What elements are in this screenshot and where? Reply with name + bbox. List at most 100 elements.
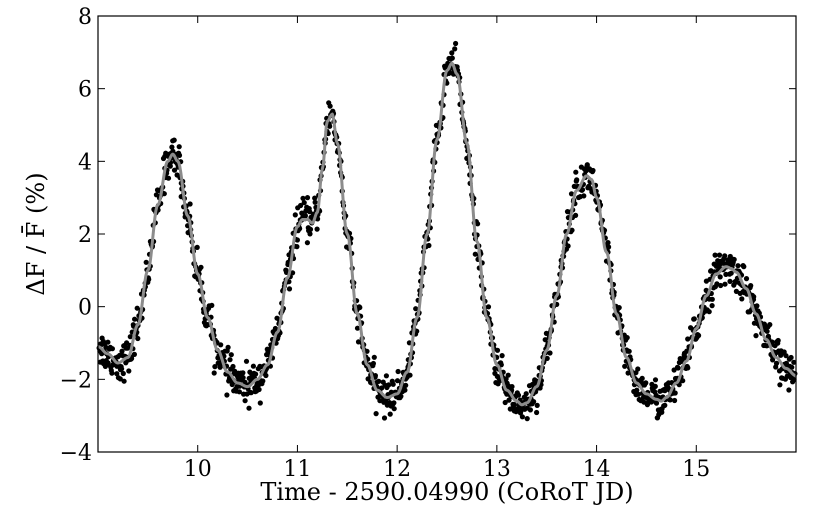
data-point <box>542 337 548 343</box>
data-point <box>453 40 459 47</box>
data-point <box>506 397 512 403</box>
data-point <box>228 352 234 358</box>
data-point <box>748 283 754 289</box>
data-point <box>246 405 252 411</box>
data-point <box>634 387 640 393</box>
model-curve <box>97 61 797 407</box>
data-point <box>327 103 333 109</box>
data-point <box>109 370 115 376</box>
data-point <box>355 339 362 345</box>
data-point <box>783 353 789 359</box>
data-point <box>764 328 770 334</box>
data-point <box>590 167 596 174</box>
data-point <box>523 391 529 397</box>
data-point <box>735 263 741 269</box>
data-point <box>304 195 311 201</box>
data-point <box>176 144 182 150</box>
data-point <box>635 366 641 372</box>
data-point <box>527 407 534 413</box>
data-point <box>170 148 176 154</box>
x-tick-label: 11 <box>283 457 311 482</box>
data-point <box>250 363 256 369</box>
data-point <box>519 414 526 420</box>
data-point <box>391 400 397 406</box>
data-point <box>652 383 658 389</box>
y-tick-label: 6 <box>78 78 92 103</box>
data-point <box>391 406 397 412</box>
data-point <box>773 360 780 366</box>
x-tick-label: 13 <box>483 457 511 482</box>
y-tick-label: 0 <box>78 296 92 321</box>
data-point <box>754 303 760 309</box>
data-point <box>256 386 262 393</box>
data-point <box>494 347 501 353</box>
data-point <box>119 366 125 372</box>
data-point <box>117 376 123 382</box>
data-point <box>568 191 575 197</box>
data-point <box>573 169 579 175</box>
data-point <box>565 243 571 249</box>
data-point <box>387 411 393 417</box>
x-axis-label: Time - 2590.04990 (CoRoT JD) <box>260 478 633 506</box>
y-tick-label: −2 <box>60 368 92 393</box>
data-point <box>230 363 236 370</box>
data-point <box>327 123 333 129</box>
data-point <box>171 137 177 143</box>
y-tick-label: 2 <box>78 223 92 248</box>
data-point <box>176 152 183 158</box>
data-point <box>635 391 642 397</box>
data-point <box>386 382 392 388</box>
data-point <box>390 381 396 387</box>
data-point <box>260 378 266 384</box>
data-point <box>751 294 757 300</box>
data-point <box>662 402 668 408</box>
data-point <box>298 202 304 209</box>
data-point <box>786 387 792 393</box>
data-point <box>236 389 242 395</box>
data-point <box>569 227 575 233</box>
data-point <box>165 175 172 181</box>
axis-ticks: 10 11 12 13 14 15 −4 −2 0 2 4 6 8 <box>60 5 796 482</box>
data-point <box>626 348 632 354</box>
data-point <box>499 353 505 359</box>
data-point <box>127 334 133 340</box>
data-point <box>472 251 478 257</box>
data-point <box>212 364 218 370</box>
data-point <box>312 199 318 205</box>
data-point <box>777 382 783 388</box>
data-point <box>187 201 193 207</box>
data-point <box>371 354 377 360</box>
data-point <box>407 372 413 378</box>
data-point <box>716 252 723 258</box>
data-point <box>643 380 649 386</box>
data-point <box>622 363 628 369</box>
data-point <box>783 360 790 366</box>
photometry-points <box>96 40 798 422</box>
data-point <box>381 415 388 421</box>
data-point <box>263 372 269 379</box>
data-point <box>685 365 691 371</box>
data-point <box>515 392 522 398</box>
data-point <box>290 270 296 276</box>
data-point <box>146 276 152 282</box>
data-point <box>639 375 645 381</box>
data-point <box>544 355 550 361</box>
data-point <box>372 373 378 379</box>
data-point <box>395 368 401 375</box>
data-point <box>581 193 587 199</box>
data-point <box>672 397 678 404</box>
data-point <box>728 270 734 276</box>
y-tick-label: 8 <box>78 5 92 30</box>
data-point <box>403 382 409 388</box>
data-point <box>314 226 320 232</box>
data-point <box>302 213 308 219</box>
data-point <box>680 378 686 384</box>
data-point <box>132 316 138 322</box>
data-point <box>376 378 382 384</box>
data-point <box>485 304 492 310</box>
data-point <box>143 259 149 265</box>
data-point <box>691 316 697 322</box>
data-point <box>364 348 370 354</box>
data-point <box>224 392 230 398</box>
data-point <box>257 400 263 406</box>
